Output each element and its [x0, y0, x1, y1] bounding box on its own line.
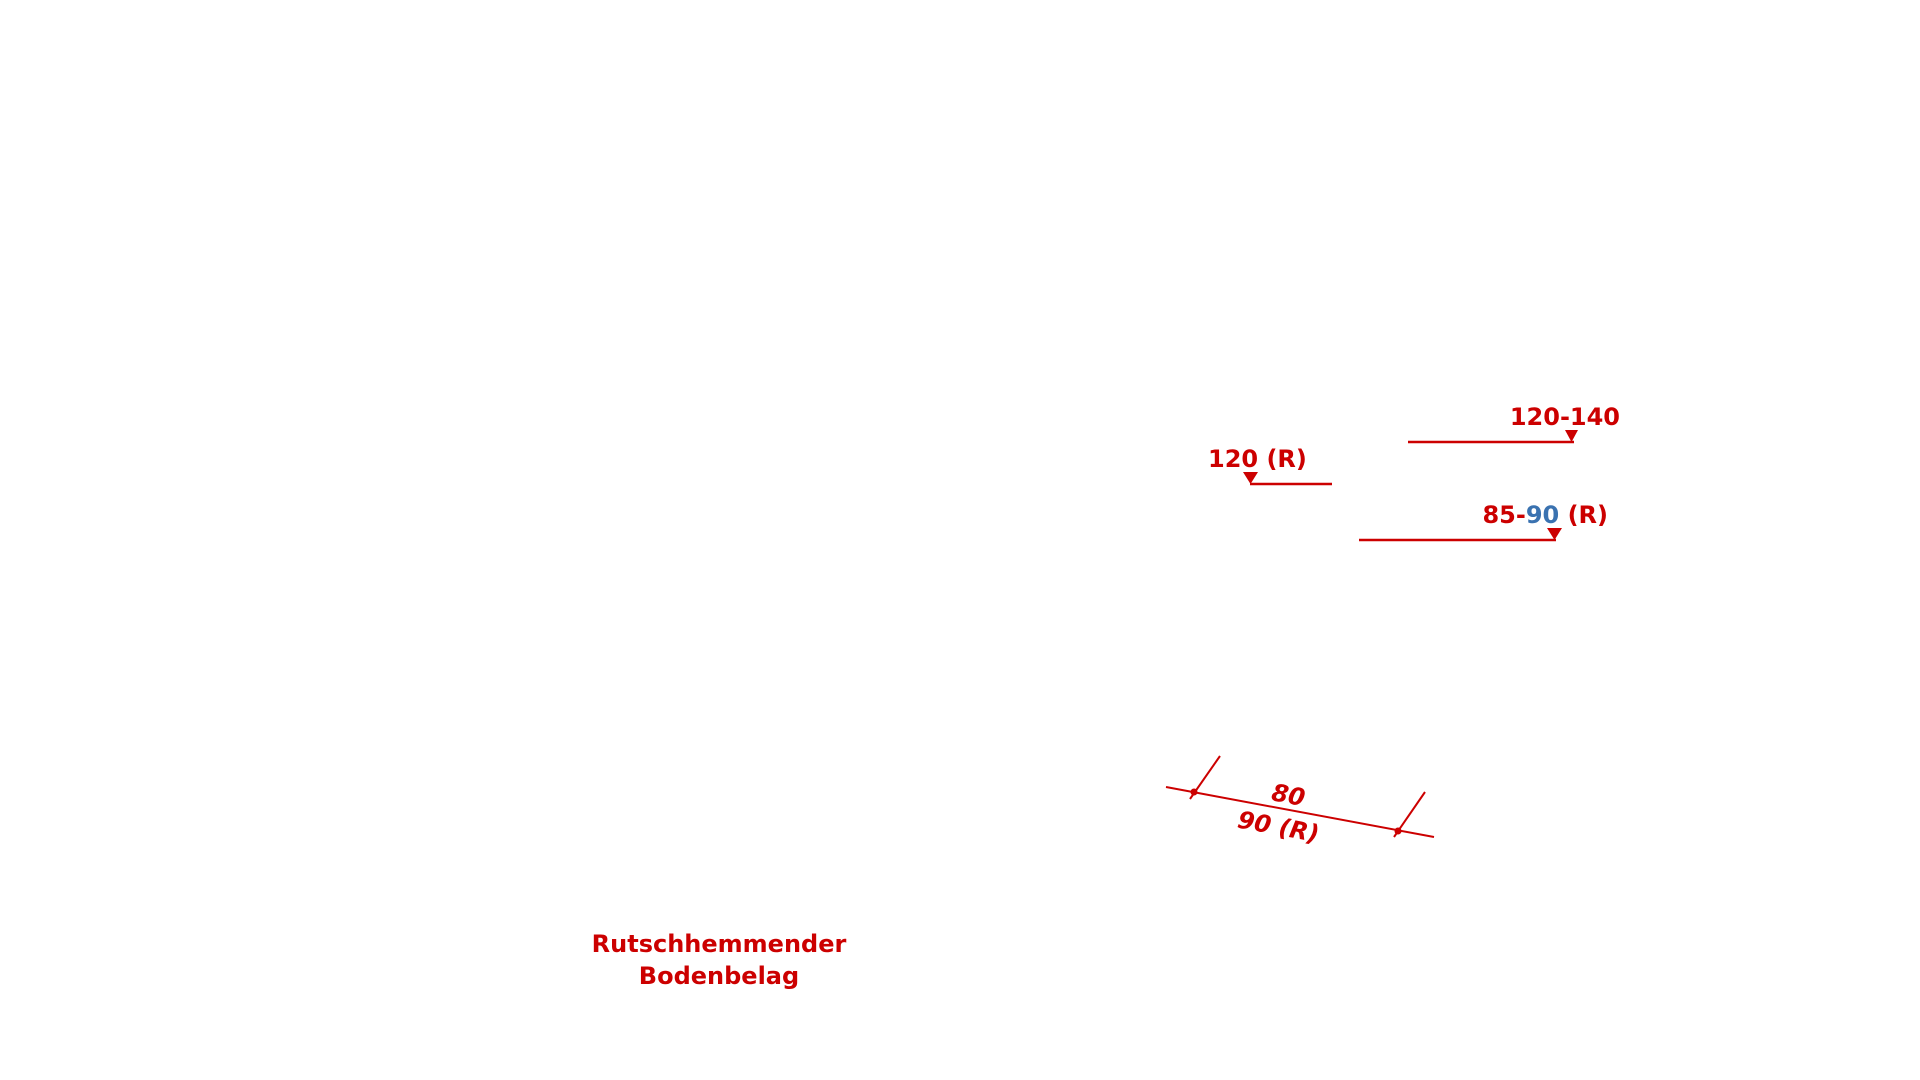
- dimension-dot: [1394, 827, 1402, 835]
- level-triangle-icon: [1565, 430, 1578, 442]
- dimension-bottom-label: 90 (R): [1235, 806, 1321, 849]
- floor-note-line2: Bodenbelag: [639, 962, 799, 990]
- level-marker-120-140: 120-140: [1408, 403, 1620, 444]
- level-marker-120-r: 120 (R): [1208, 445, 1332, 486]
- label-highlight: 90: [1526, 501, 1559, 529]
- floor-note-line1: Rutschhemmender: [592, 930, 847, 958]
- floor-note: Rutschhemmender Bodenbelag: [592, 930, 847, 990]
- level-marker-85-90-r: 85-90 (R): [1359, 501, 1608, 542]
- dimension-top-label: 80: [1269, 778, 1307, 812]
- label-suffix: (R): [1559, 501, 1608, 529]
- level-triangle-icon: [1243, 472, 1258, 484]
- dimension-line: [1165, 786, 1435, 838]
- level-label: 120 (R): [1208, 445, 1307, 473]
- label-prefix: 85-: [1482, 501, 1525, 529]
- level-label: 85-90 (R): [1482, 501, 1608, 529]
- dimension-dot: [1190, 788, 1198, 796]
- level-label: 120-140: [1510, 403, 1620, 431]
- width-dimension: 80 90 (R): [1165, 755, 1435, 849]
- level-triangle-icon: [1547, 528, 1562, 540]
